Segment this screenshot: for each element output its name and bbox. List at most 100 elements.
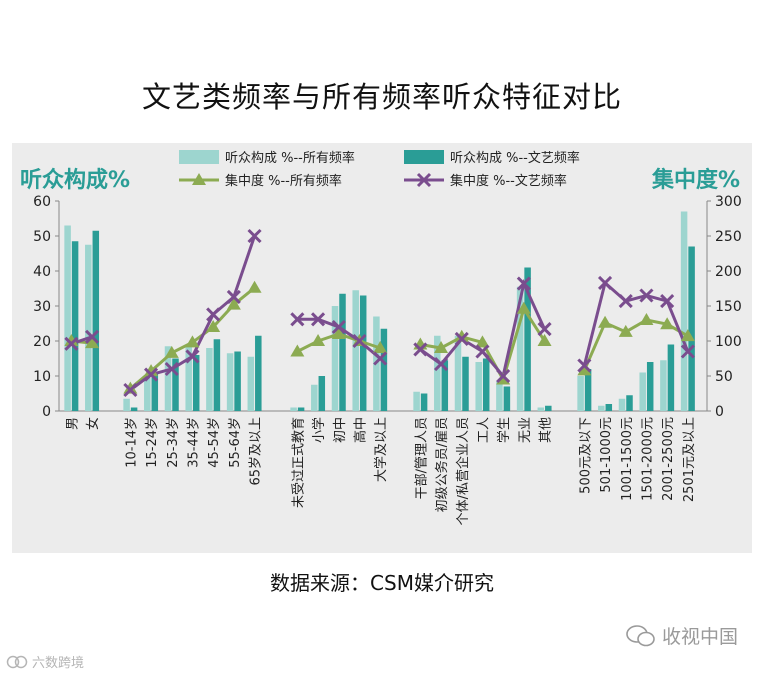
left-tick-labels: 0 10 20 30 40 50 60 (33, 194, 59, 420)
marker-concentration-arts (206, 307, 221, 322)
right-axis-title: 集中度% (651, 167, 740, 193)
category-label: 1501-2000元 (640, 417, 655, 501)
bar-composition-all (352, 290, 359, 411)
right-tick-label: 150 (715, 299, 742, 315)
legend-label-bar-all: 听众构成 %--所有频率 (225, 150, 355, 166)
category-label: 干部/管理人员 (414, 417, 429, 499)
bar-composition-all (577, 376, 584, 411)
marker-concentration-all (123, 381, 138, 394)
marker-concentration-arts (164, 361, 179, 377)
category-label: 男 (65, 417, 80, 430)
legend-label-bar-arts: 听众构成 %--文艺频率 (450, 150, 580, 166)
bar-composition-all (247, 356, 255, 411)
category-label: 501-1000元 (599, 417, 614, 493)
bar-composition-arts (482, 358, 490, 411)
category-label: 2001-2500元 (661, 417, 676, 501)
bar-composition-arts (359, 295, 367, 411)
left-tick-label: 20 (33, 334, 51, 350)
watermark-logo-icon (6, 655, 28, 668)
bar-composition-all (413, 391, 420, 411)
marker-concentration-all (226, 297, 241, 310)
bar-composition-all (185, 346, 192, 411)
marker-concentration-all (373, 341, 388, 353)
marker-concentration-arts (496, 368, 511, 384)
bar-composition-all (144, 377, 151, 411)
left-tick-label: 50 (33, 229, 51, 245)
marker-concentration-arts (310, 312, 326, 327)
bar-composition-all (290, 407, 297, 411)
category-label: 其他 (539, 417, 554, 443)
right-tick-label: 250 (715, 229, 742, 245)
chart-title: 文艺类频率与所有频率听众特征对比 (141, 80, 622, 114)
marker-concentration-arts (618, 294, 633, 309)
marker-concentration-arts (247, 228, 262, 244)
bar-composition-all (226, 353, 234, 411)
legend-swatch-bar-all (179, 150, 219, 164)
category-label: 45-54岁 (207, 417, 222, 468)
bar-composition-arts (605, 404, 613, 411)
category-labels: 男女 10-14岁 15-24岁 25-34岁 35-44岁 45-54岁 55-64岁 65… (65, 417, 697, 525)
bar-composition-arts (130, 407, 138, 411)
category-label: 初中 (333, 417, 348, 443)
legend-marker-line-arts (416, 172, 432, 188)
marker-concentration-arts (433, 357, 449, 372)
category-label: 工人 (476, 417, 491, 443)
marker-concentration-arts (64, 336, 79, 351)
category-label: 1001-1500元 (620, 417, 635, 501)
bar-composition-arts (255, 335, 262, 411)
bar-composition-all (454, 335, 462, 411)
bar-composition-all (475, 362, 482, 411)
category-label: 500元及以下 (578, 417, 593, 494)
marker-concentration-all (64, 334, 79, 346)
marker-concentration-all (247, 280, 262, 293)
category-label: 25-34岁 (166, 417, 181, 468)
marker-concentration-arts (290, 312, 305, 327)
marker-concentration-arts (577, 358, 592, 373)
bar-composition-arts (192, 355, 200, 411)
bar-composition-arts (545, 405, 552, 411)
marker-concentration-all (311, 334, 326, 346)
marker-concentration-all (85, 336, 100, 349)
left-tick-label: 0 (42, 404, 51, 420)
bar-composition-all (206, 348, 213, 411)
bar-composition-arts (339, 293, 346, 411)
marker-concentration-all (618, 324, 633, 337)
category-label: 无业 (518, 417, 533, 443)
bar-composition-arts (71, 241, 79, 411)
bar-composition-all (639, 372, 646, 411)
marker-concentration-arts (143, 367, 159, 382)
marker-concentration-all (680, 329, 695, 342)
legend-swatch-bar-arts (404, 150, 444, 164)
bar-composition-arts (688, 246, 695, 411)
bar-composition-arts (646, 362, 654, 411)
marker-concentration-all (598, 315, 613, 328)
category-label: 65岁及以上 (249, 417, 264, 486)
category-label: 女 (85, 417, 101, 430)
marker-concentration-all (537, 334, 552, 346)
watermark-right: 收视中国 (626, 622, 738, 649)
marker-concentration-all (660, 317, 675, 330)
marker-concentration-arts (597, 275, 613, 290)
bar-composition-arts (318, 376, 326, 411)
bar-composition-all (85, 244, 92, 411)
category-label: 高中 (352, 417, 368, 443)
left-tick-label: 10 (33, 369, 51, 385)
marker-concentration-arts (537, 322, 552, 337)
marker-concentration-all (454, 329, 469, 342)
bar-composition-all (164, 346, 172, 411)
bar-composition-all (434, 335, 441, 411)
marker-concentration-arts (226, 289, 241, 304)
bar-composition-arts (626, 395, 633, 411)
line-concentration-arts (582, 280, 690, 366)
marker-concentration-arts (516, 276, 531, 291)
right-tick-labels: 0 50 100 150 200 250 300 (707, 194, 742, 420)
category-label: 2501元及以上 (682, 417, 697, 502)
bar-composition-arts (213, 339, 221, 411)
category-label: 未受过正式教育 (290, 417, 306, 508)
bar-composition-arts (584, 369, 592, 411)
right-tick-label: 200 (715, 264, 742, 280)
bar-composition-arts (441, 360, 449, 411)
marker-concentration-arts (373, 351, 388, 366)
marker-concentration-all (185, 335, 200, 348)
marker-concentration-all (290, 344, 305, 357)
